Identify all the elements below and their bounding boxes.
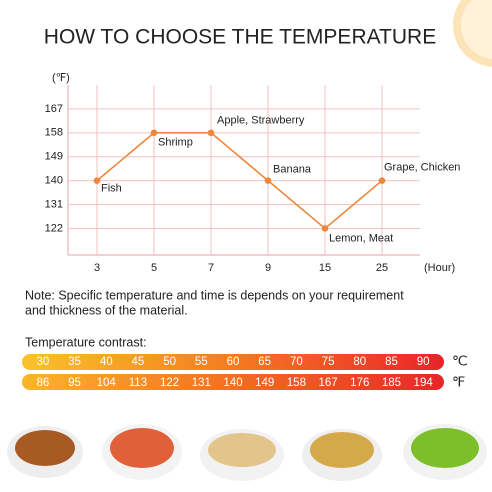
celsius-unit: ℃ xyxy=(452,353,468,369)
scale-value: 50 xyxy=(163,356,176,368)
scale-value: 149 xyxy=(255,377,274,389)
lemon xyxy=(310,432,374,468)
celsius-bar xyxy=(22,354,444,370)
x-axis-label: (Hour) xyxy=(424,262,455,274)
decoration xyxy=(461,0,492,59)
scale-value: 131 xyxy=(192,377,211,389)
x-tick-label: 9 xyxy=(265,262,271,274)
shrimp xyxy=(110,428,174,468)
y-tick-label: 149 xyxy=(45,151,63,163)
fish xyxy=(15,430,75,466)
scale-value: 70 xyxy=(290,356,303,368)
note: and thickness of the material. xyxy=(25,303,188,317)
x-tick-label: 25 xyxy=(376,262,388,274)
point-label: Lemon, Meat xyxy=(329,232,393,244)
fruit xyxy=(208,433,276,467)
scale-value: 90 xyxy=(417,356,430,368)
title: HOW TO CHOOSE THE TEMPERATURE xyxy=(44,26,436,49)
x-tick-label: 15 xyxy=(319,262,331,274)
point xyxy=(264,177,272,184)
point-label: Grape, Chicken xyxy=(384,162,460,174)
food-images xyxy=(7,424,487,481)
scale-value: 85 xyxy=(385,356,398,368)
point-label: Apple, Strawberry xyxy=(217,115,305,127)
x-tick-label: 7 xyxy=(208,262,214,274)
scale-value: 30 xyxy=(36,356,49,368)
point xyxy=(93,177,101,184)
scale-value: 167 xyxy=(318,377,337,389)
fahrenheit-bar xyxy=(22,374,444,390)
y-tick-label: 131 xyxy=(45,198,63,210)
line xyxy=(96,132,383,230)
scale-value: 35 xyxy=(68,356,81,368)
scale-value: 113 xyxy=(129,377,147,389)
scale-value: 194 xyxy=(414,377,434,389)
point-label: Banana xyxy=(273,164,312,176)
y-tick-label: 158 xyxy=(45,127,63,139)
scale-value: 176 xyxy=(350,377,369,389)
scale-value: 45 xyxy=(132,356,145,368)
scale-value: 60 xyxy=(227,356,240,368)
point xyxy=(207,129,215,137)
point xyxy=(150,129,158,137)
scale-value: 65 xyxy=(258,356,271,368)
point-label: Shrimp xyxy=(158,137,193,149)
y-tick-label: 167 xyxy=(45,103,63,115)
contrast-title: Temperature contrast: xyxy=(25,335,147,349)
x-tick-label: 5 xyxy=(151,262,157,274)
fahrenheit-unit: ℉ xyxy=(452,374,465,390)
scale-value: 185 xyxy=(382,377,401,389)
scale-value: 140 xyxy=(223,377,242,389)
point xyxy=(378,177,386,184)
scale-value: 122 xyxy=(160,377,179,389)
x-tick-label: 3 xyxy=(94,262,100,274)
scale-value: 158 xyxy=(287,377,306,389)
scale-value: 95 xyxy=(68,377,81,389)
scale-value: 40 xyxy=(100,356,113,368)
scale-value: 75 xyxy=(322,356,335,368)
point-label: Fish xyxy=(101,183,122,195)
y-axis-label: (℉) xyxy=(52,72,70,84)
scale-value: 86 xyxy=(36,377,49,389)
scale-value: 55 xyxy=(195,356,208,368)
y-tick-label: 140 xyxy=(45,175,63,187)
kiwi xyxy=(411,428,479,468)
note: Note: Specific temperature and time is d… xyxy=(25,288,404,302)
scale-value: 80 xyxy=(353,356,366,368)
y-tick-label: 122 xyxy=(45,222,63,234)
scale-value: 104 xyxy=(97,377,117,389)
point xyxy=(321,225,329,232)
